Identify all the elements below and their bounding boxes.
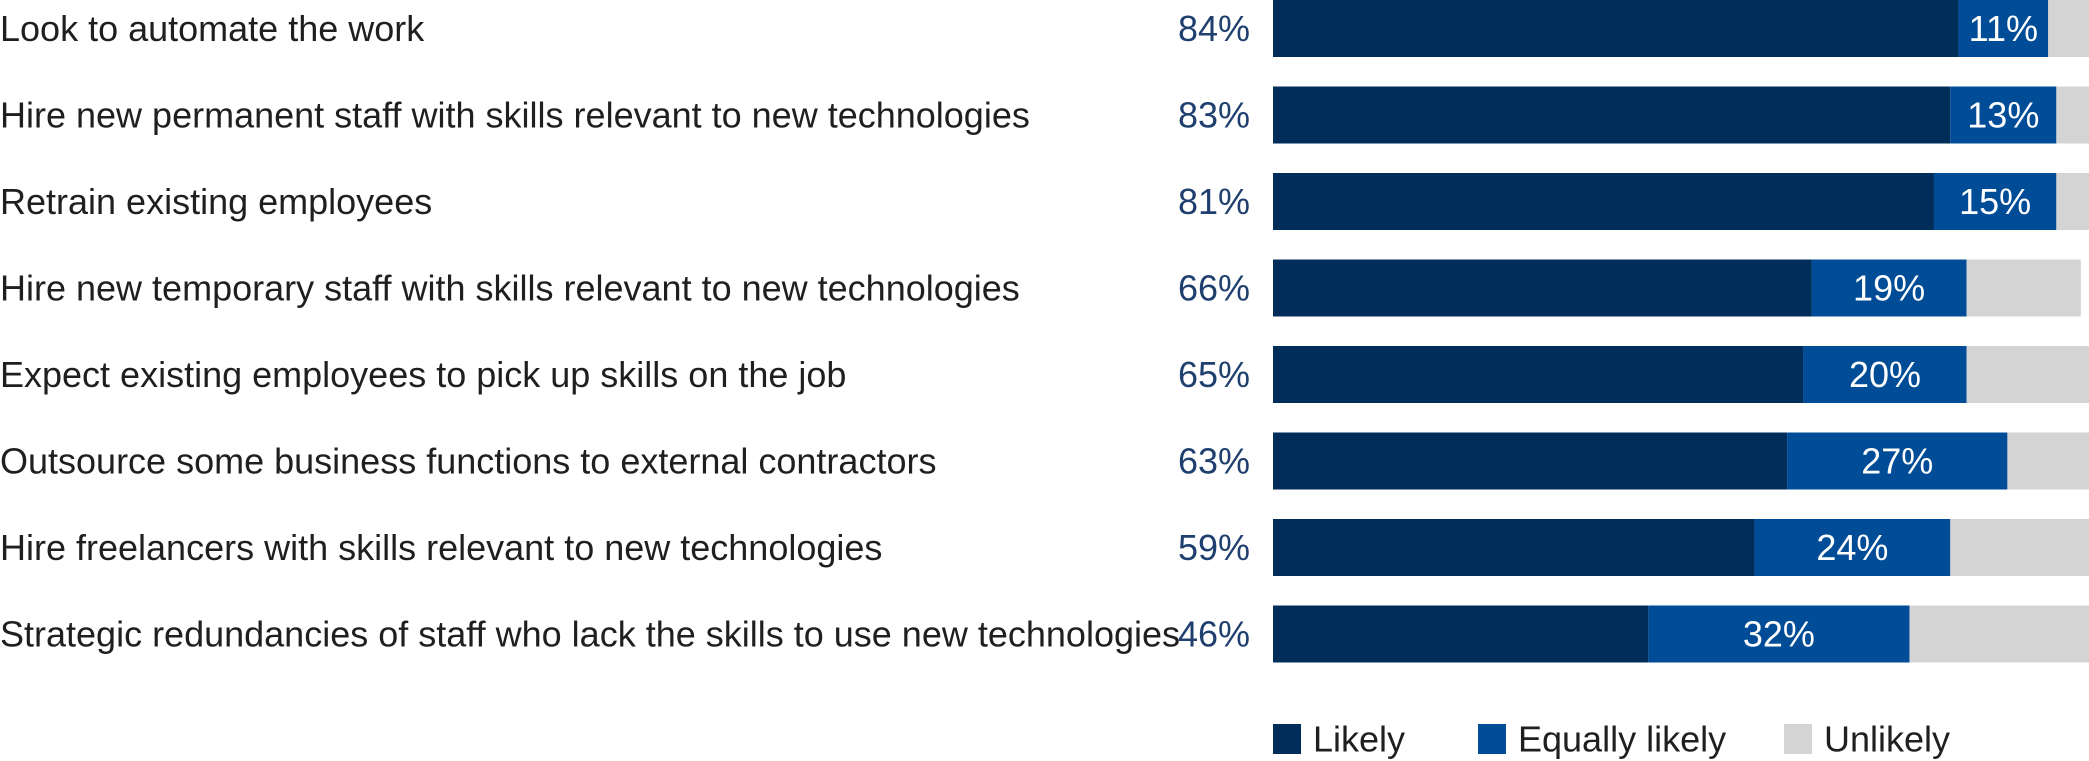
likely-value-label: 83% <box>1178 95 1250 136</box>
equally-likely-value-label: 27% <box>1861 441 1933 482</box>
equally-likely-value-label: 15% <box>1959 181 2031 222</box>
category-label: Outsource some business functions to ext… <box>0 441 936 482</box>
bar-segment-equally-likely <box>1811 259 1967 317</box>
bar-segment-equally-likely <box>1803 346 1967 403</box>
likely-value-label: 63% <box>1178 441 1250 482</box>
bar-segment-unlikely <box>1950 519 2089 576</box>
legend-entry-label: Likely <box>1313 719 1405 760</box>
likely-percentage-labels: 84% 83% 81% 66% 65% 63% 59% 46% <box>1178 8 1250 655</box>
bar-segment-equally-likely <box>1787 432 2008 490</box>
likely-value-label: 84% <box>1178 8 1250 49</box>
bar-segment-equally-likely <box>1754 519 1951 576</box>
segment-labels: 11% 13% 15% 19% 20% 27% 24% 32% <box>1743 8 2039 655</box>
likely-value-label: 46% <box>1178 614 1250 655</box>
equally-likely-value-label: 11% <box>1969 8 2038 49</box>
bar-segment-unlikely <box>2056 86 2089 144</box>
category-label: Retrain existing employees <box>0 181 432 222</box>
category-label: Hire new temporary staff with skills rel… <box>0 268 1020 309</box>
bar-segment-likely <box>1273 173 1934 230</box>
bar-segment-likely <box>1273 432 1788 490</box>
legend-swatch <box>1478 724 1506 754</box>
category-label: Expect existing employees to pick up ski… <box>0 354 846 395</box>
bar-segment-likely <box>1273 0 1959 57</box>
bar-segment-unlikely <box>2056 173 2089 230</box>
likely-value-label: 66% <box>1178 268 1250 309</box>
bar-segment-equally-likely <box>1950 86 2057 144</box>
bar-segment-likely <box>1273 605 1649 663</box>
bar-segment-equally-likely <box>1958 0 2049 57</box>
bar-segment-likely <box>1273 519 1755 576</box>
bar-segment-unlikely <box>1966 259 2081 317</box>
legend: Likely Equally likely Unlikely <box>1273 719 1950 760</box>
bar-segment-unlikely <box>1909 605 2089 663</box>
category-label: Look to automate the work <box>0 8 425 49</box>
equally-likely-value-label: 19% <box>1853 268 1925 309</box>
bar-segment-likely <box>1273 259 1812 317</box>
bar-segment-equally-likely <box>1648 605 1910 663</box>
legend-swatch <box>1273 724 1301 754</box>
category-labels: Look to automate the work Hire new perman… <box>0 8 1180 655</box>
legend-swatch <box>1784 724 1812 754</box>
likely-value-label: 81% <box>1178 181 1250 222</box>
bar-segment-likely <box>1273 86 1951 144</box>
legend-entry-label: Equally likely <box>1518 719 1726 760</box>
category-label: Strategic redundancies of staff who lack… <box>0 614 1180 655</box>
bar-segment-equally-likely <box>1933 173 2057 230</box>
equally-likely-value-label: 13% <box>1967 95 2039 136</box>
bars <box>1273 0 2089 663</box>
equally-likely-value-label: 24% <box>1816 527 1888 568</box>
bar-segment-unlikely <box>1966 346 2089 403</box>
category-label: Hire new permanent staff with skills rel… <box>0 95 1030 136</box>
bar-segment-unlikely <box>2048 0 2089 57</box>
equally-likely-value-label: 32% <box>1743 614 1815 655</box>
legend-entry-label: Unlikely <box>1824 719 1950 760</box>
bar-segment-likely <box>1273 346 1804 403</box>
category-label: Hire freelancers with skills relevant to… <box>0 527 882 568</box>
bar-segment-unlikely <box>2007 432 2089 490</box>
likely-value-label: 59% <box>1178 527 1250 568</box>
likely-value-label: 65% <box>1178 354 1250 395</box>
equally-likely-value-label: 20% <box>1849 354 1921 395</box>
